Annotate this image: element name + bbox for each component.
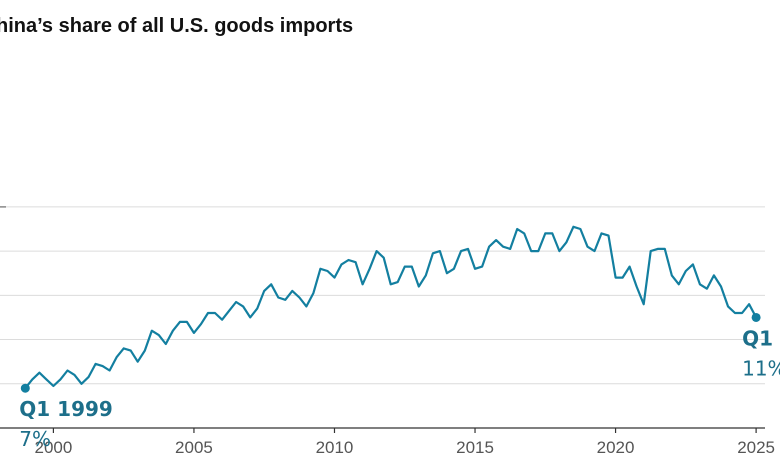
- x-axis-ticks: 2000 2005 2010 2015 2020 2025: [34, 428, 775, 457]
- x-tick-label: 2020: [597, 438, 635, 457]
- x-tick-label: 2005: [175, 438, 213, 457]
- gridlines: [0, 206, 765, 385]
- x-tick-label: 2000: [34, 438, 72, 457]
- annotations: Q1 1999 7% Q1 2 11%: [19, 312, 780, 451]
- series-layer: [24, 225, 758, 390]
- x-tick-label: 2010: [316, 438, 354, 457]
- x-tick-label: 2025: [737, 438, 775, 457]
- chart-title: hina’s share of all U.S. goods imports: [0, 15, 353, 37]
- series-line: [24, 225, 758, 390]
- annotation-value: 11%: [742, 356, 780, 380]
- annotation-label: Q1 1999: [19, 397, 113, 421]
- annotation-dot: [751, 312, 761, 322]
- x-tick-label: 2015: [456, 438, 494, 457]
- annotation-value: 7%: [19, 427, 51, 451]
- annotation-label: Q1 2: [742, 326, 780, 350]
- annotation-dot: [20, 383, 30, 393]
